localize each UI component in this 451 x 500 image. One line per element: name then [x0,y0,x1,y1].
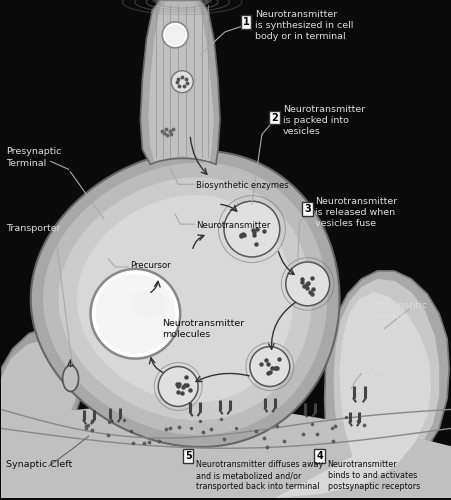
Text: Neurotransmitter
is packed into
vesicles: Neurotransmitter is packed into vesicles [282,104,364,136]
Text: 3: 3 [304,204,310,214]
Polygon shape [43,162,327,435]
Text: Postsynaptic
Element: Postsynaptic Element [367,301,427,321]
Text: Neurotransmitter diffuses away
and is metabolized and/or
transported back into t: Neurotransmitter diffuses away and is me… [196,460,322,492]
Text: Synaptic Cleft: Synaptic Cleft [6,460,72,469]
Circle shape [158,366,198,406]
Text: 2: 2 [271,112,277,122]
Text: Precursor: Precursor [130,261,170,270]
Polygon shape [264,279,438,498]
Ellipse shape [131,290,166,318]
Polygon shape [31,150,339,447]
Polygon shape [274,292,430,498]
Circle shape [165,25,185,45]
Circle shape [285,262,329,306]
Circle shape [162,22,188,48]
Circle shape [171,70,193,92]
Text: Transporter: Transporter [6,224,60,233]
Text: Neurotransmitter: Neurotransmitter [196,221,270,230]
Text: 2+: 2+ [373,366,382,372]
Polygon shape [148,2,214,162]
Text: Neurotransmitter
molecules: Neurotransmitter molecules [162,319,244,339]
Circle shape [249,346,289,387]
Polygon shape [1,338,80,490]
Circle shape [90,269,180,358]
Polygon shape [77,195,293,402]
Circle shape [95,274,175,353]
Polygon shape [140,0,220,164]
Text: 5: 5 [184,451,191,461]
Text: 1: 1 [242,17,249,27]
Ellipse shape [152,0,212,7]
Polygon shape [254,271,448,498]
Text: Neurotransmitter
is released when
vesicles fuse: Neurotransmitter is released when vesicl… [314,197,396,228]
Text: Presynaptic
Terminal: Presynaptic Terminal [6,148,61,168]
Polygon shape [59,178,311,420]
Text: Neurotransmitter
is synthesized in cell
body or in terminal: Neurotransmitter is synthesized in cell … [254,10,353,41]
Polygon shape [1,404,450,498]
Circle shape [224,201,279,257]
Text: Ca: Ca [361,368,373,378]
Polygon shape [1,326,88,498]
Ellipse shape [63,366,78,392]
Text: 4: 4 [316,451,322,461]
Text: Biosynthetic enzymes: Biosynthetic enzymes [196,182,288,190]
Text: Neurotransmitter
binds to and activates
postsynaptic receptors: Neurotransmitter binds to and activates … [327,460,419,492]
